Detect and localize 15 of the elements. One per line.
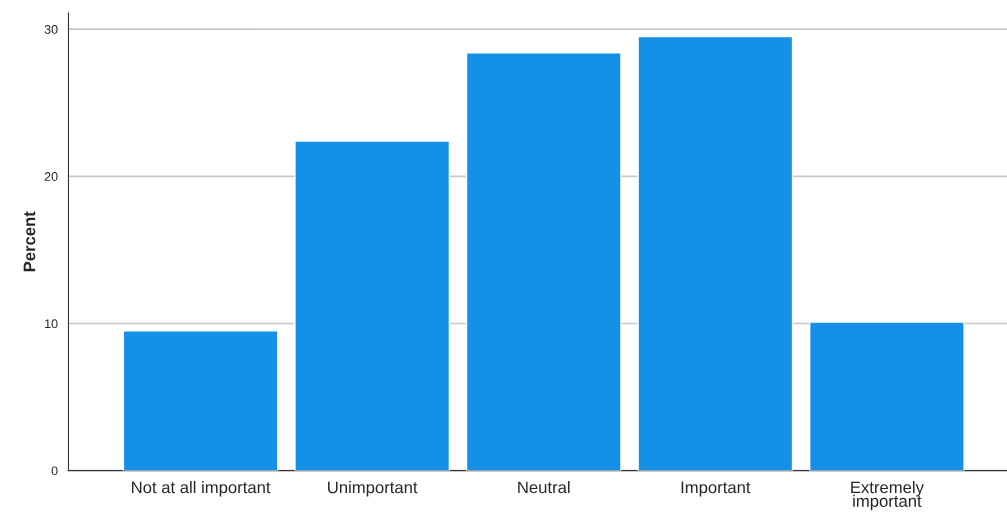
y-axis-title: Percent <box>23 211 36 272</box>
y-tick-label: 0 <box>51 466 58 476</box>
x-tick-label: Unimportant <box>328 481 418 497</box>
bar <box>465 52 622 471</box>
bar <box>122 330 279 471</box>
x-tick-label: Important <box>681 481 751 497</box>
bar <box>808 321 965 471</box>
x-tick-label: Extremely important <box>851 481 924 511</box>
bar <box>637 35 794 471</box>
y-tick-label: 20 <box>44 172 58 181</box>
bar <box>294 140 451 471</box>
x-tick-label: Not at all important <box>132 481 271 497</box>
x-tick-label: Neutral <box>518 481 570 494</box>
y-tick-label: 10 <box>45 319 58 329</box>
y-tick-label: 30 <box>44 24 58 34</box>
